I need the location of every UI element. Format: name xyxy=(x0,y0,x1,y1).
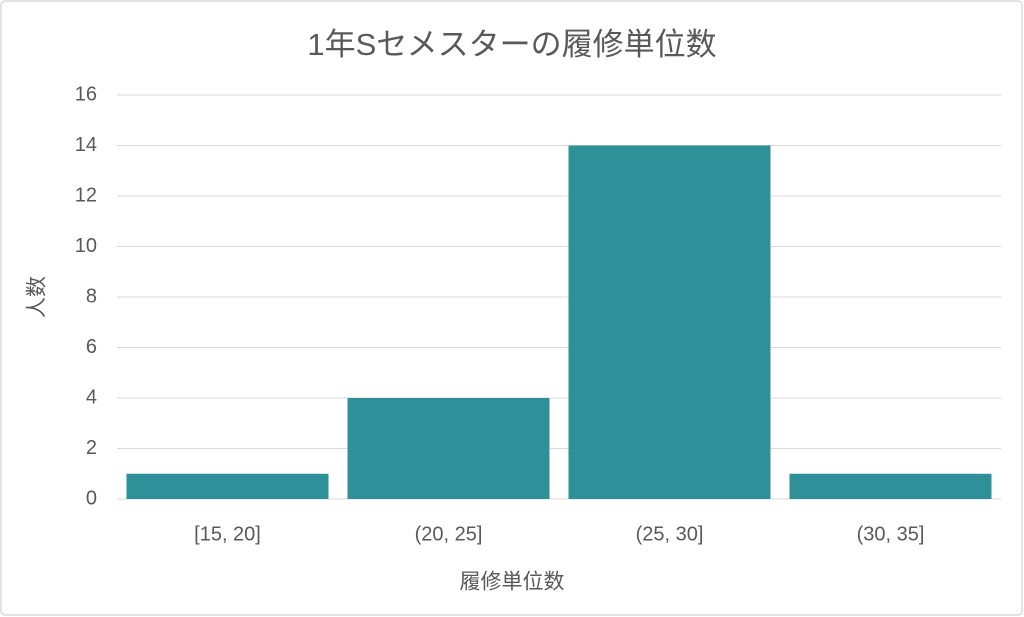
y-tick-label: 8 xyxy=(86,285,97,307)
y-tick-label: 16 xyxy=(75,83,97,105)
x-tick-label: (20, 25] xyxy=(415,523,483,545)
y-tick-label: 0 xyxy=(86,487,97,509)
y-tick-label: 4 xyxy=(86,386,97,408)
bar xyxy=(347,398,550,499)
bar xyxy=(126,473,329,499)
x-tick-label: [15, 20] xyxy=(194,523,261,545)
x-tick-label: (25, 30] xyxy=(636,523,704,545)
y-axis-title: 人数 xyxy=(26,276,49,318)
bar xyxy=(568,145,771,499)
y-tick-label: 14 xyxy=(75,134,97,156)
x-tick-label: (30, 35] xyxy=(857,523,925,545)
chart-title: 1年Sセメスターの履修単位数 xyxy=(307,27,716,62)
y-tick-label: 2 xyxy=(86,437,97,459)
bar xyxy=(789,473,992,499)
y-tick-label: 10 xyxy=(75,235,97,257)
y-tick-label: 6 xyxy=(86,336,97,358)
x-axis-title: 履修単位数 xyxy=(460,571,565,594)
y-tick-label: 12 xyxy=(75,184,97,206)
